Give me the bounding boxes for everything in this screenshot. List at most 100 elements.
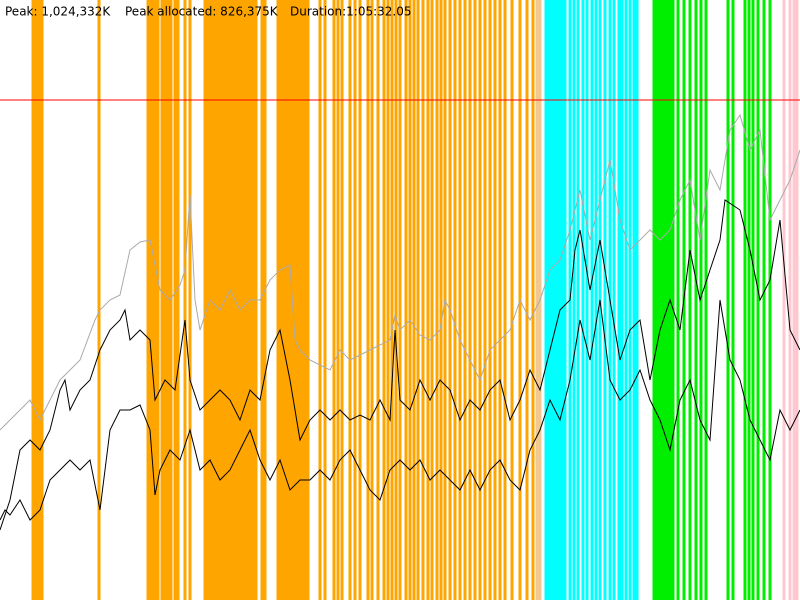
event-stripe [390, 0, 394, 600]
event-stripe [166, 0, 170, 600]
event-stripe [594, 0, 598, 600]
event-stripe [146, 0, 150, 600]
event-stripe [279, 0, 283, 600]
event-stripe [97, 0, 101, 600]
event-stripe [306, 0, 310, 600]
event-stripe [782, 0, 786, 600]
event-stripe [421, 0, 425, 600]
event-stripe [394, 0, 398, 600]
event-stripe [659, 0, 663, 600]
event-stripe [294, 0, 298, 600]
event-stripe [239, 0, 243, 600]
event-stripe [260, 0, 264, 600]
event-stripe [183, 0, 187, 600]
event-stripe [332, 0, 336, 600]
event-stripe [563, 0, 567, 600]
event-stripe [40, 0, 44, 600]
event-stripe [300, 0, 304, 600]
series-line [0, 199, 800, 531]
event-stripe [297, 0, 301, 600]
event-stripe [203, 0, 207, 600]
event-stripe [212, 0, 216, 600]
event-stripe [768, 0, 772, 600]
event-stripe [448, 0, 452, 600]
event-stripe [483, 0, 487, 600]
event-stripe [242, 0, 246, 600]
event-stripe [510, 0, 514, 600]
event-stripe [453, 0, 457, 600]
event-stripe [224, 0, 228, 600]
event-stripe [35, 0, 39, 600]
event-stripe [31, 0, 35, 600]
event-stripe [632, 0, 636, 600]
event-stripe [671, 0, 675, 600]
event-stripe [572, 0, 576, 600]
event-stripe [751, 0, 755, 600]
event-stripe [370, 0, 374, 600]
event-stripe [624, 0, 628, 600]
event-stripe [382, 0, 386, 600]
event-stripe [546, 0, 550, 600]
event-stripe [656, 0, 660, 600]
event-stripe [263, 0, 267, 600]
event-stripe [603, 0, 607, 600]
event-stripe [408, 0, 412, 600]
event-stripe [762, 0, 766, 600]
event-stripe [209, 0, 213, 600]
event-stripe [236, 0, 240, 600]
event-stripe [576, 0, 580, 600]
event-stripe [531, 0, 535, 600]
event-stripe [215, 0, 219, 600]
event-stripe [535, 0, 539, 600]
event-stripe [430, 0, 434, 600]
event-stripe [38, 0, 42, 600]
event-stripe [560, 0, 564, 600]
event-stripe [488, 0, 492, 600]
event-stripe [503, 0, 507, 600]
event-stripe [340, 0, 344, 600]
event-stripe [704, 0, 708, 600]
event-stripe [282, 0, 286, 600]
event-stripe [173, 0, 177, 600]
event-stripe [551, 0, 555, 600]
event-stripe [498, 0, 502, 600]
event-stripe [376, 0, 380, 600]
event-stripe [688, 0, 692, 600]
event-stripe [426, 0, 430, 600]
event-stripe [590, 0, 594, 600]
event-stripe [348, 0, 352, 600]
event-stripe [169, 0, 173, 600]
event-stripe [353, 0, 357, 600]
event-stripe [276, 0, 280, 600]
event-stripe [323, 0, 327, 600]
event-stripe [416, 0, 420, 600]
series-line [0, 113, 800, 431]
event-stripe [188, 0, 192, 600]
event-stripe [665, 0, 669, 600]
event-stripe [473, 0, 477, 600]
event-stripe [358, 0, 362, 600]
event-stripe [318, 0, 322, 600]
event-stripe [245, 0, 249, 600]
lines [0, 99, 800, 531]
event-stripe [206, 0, 210, 600]
event-stripe [581, 0, 585, 600]
event-stripe [291, 0, 295, 600]
event-stripe [756, 0, 760, 600]
event-stripe [617, 0, 621, 600]
event-stripe [148, 0, 152, 600]
event-stripe [795, 0, 799, 600]
event-stripe [303, 0, 307, 600]
event-stripe [151, 0, 155, 600]
event-stripe [548, 0, 552, 600]
event-stripe [336, 0, 340, 600]
event-stripe [699, 0, 703, 600]
event-stripe [285, 0, 289, 600]
event-stripe [788, 0, 792, 600]
event-stripes [31, 0, 799, 600]
event-stripe [33, 0, 37, 600]
event-stripe [221, 0, 225, 600]
event-stripe [554, 0, 558, 600]
event-stripe [156, 0, 160, 600]
